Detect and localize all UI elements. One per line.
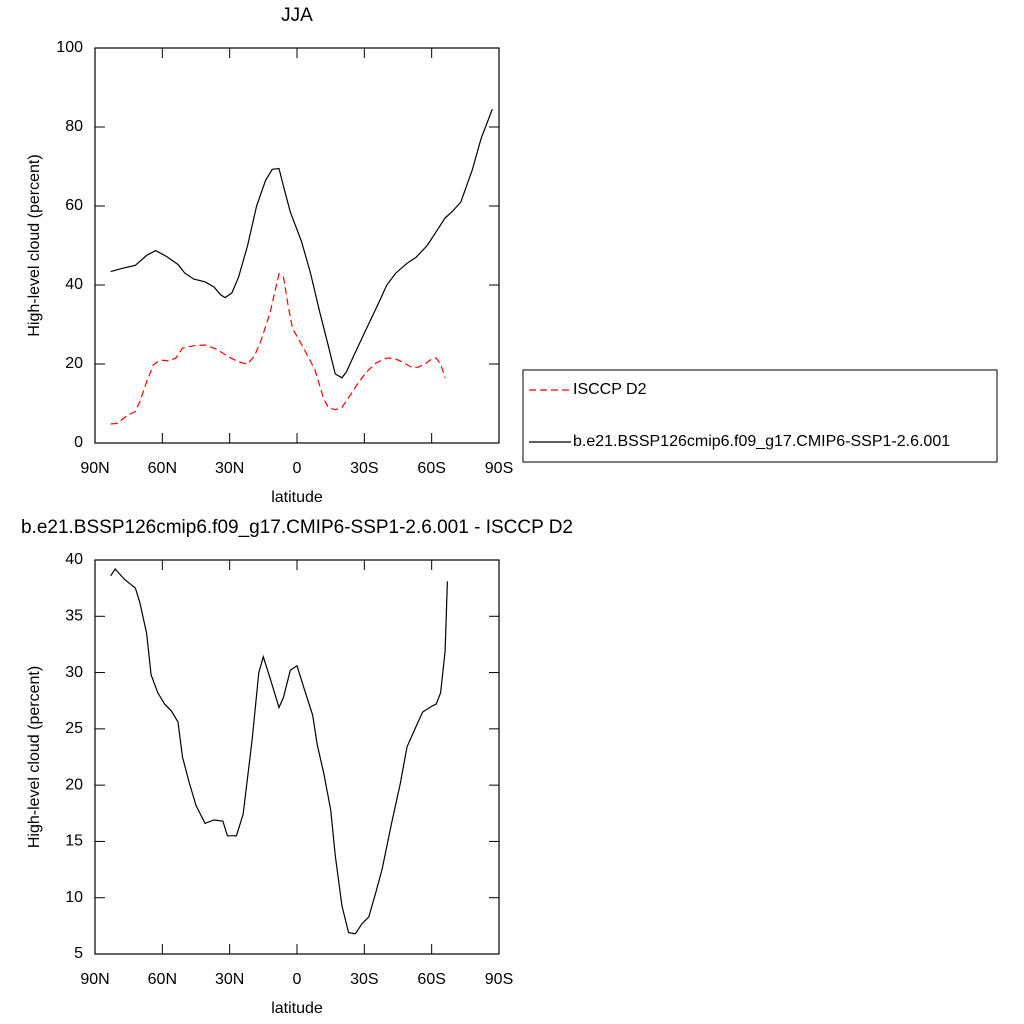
data-line <box>110 272 446 425</box>
y-tick-label: 60 <box>65 197 83 214</box>
x-axis-label: latitude <box>271 1000 323 1017</box>
y-tick-label: 15 <box>65 833 83 850</box>
x-tick-label: 30S <box>350 460 378 477</box>
y-tick-label: 5 <box>74 945 83 962</box>
y-tick-label: 40 <box>65 551 83 568</box>
x-tick-label: 60N <box>148 460 177 477</box>
x-tick-label: 30N <box>215 971 244 988</box>
y-axis-label: High-level cloud (percent) <box>26 666 43 848</box>
x-tick-label: 90N <box>80 971 109 988</box>
x-tick-label: 30S <box>350 971 378 988</box>
y-tick-label: 20 <box>65 776 83 793</box>
legend-label: b.e21.BSSP126cmip6.f09_g17.CMIP6-SSP1-2.… <box>573 433 950 450</box>
chart-title: JJA <box>281 5 313 26</box>
x-tick-label: 60N <box>148 971 177 988</box>
y-tick-label: 30 <box>65 664 83 681</box>
y-tick-label: 0 <box>74 434 83 451</box>
y-axis-label: High-level cloud (percent) <box>26 154 43 336</box>
chart-title: b.e21.BSSP126cmip6.f09_g17.CMIP6-SSP1-2.… <box>21 517 573 538</box>
x-tick-label: 60S <box>417 971 445 988</box>
x-tick-label: 90S <box>485 460 513 477</box>
y-tick-label: 35 <box>65 608 83 625</box>
y-tick-label: 20 <box>65 355 83 372</box>
x-axis-label: latitude <box>271 489 323 506</box>
y-tick-label: 10 <box>65 889 83 906</box>
plot-frame <box>94 559 500 955</box>
x-tick-label: 90N <box>80 460 109 477</box>
y-tick-label: 25 <box>65 720 83 737</box>
y-tick-label: 100 <box>56 39 83 56</box>
plot-frame <box>94 47 500 444</box>
y-tick-label: 40 <box>65 276 83 293</box>
y-tick-label: 80 <box>65 118 83 135</box>
x-tick-label: 0 <box>293 460 302 477</box>
data-line <box>110 108 493 379</box>
legend-label: ISCCP D2 <box>573 381 647 398</box>
x-tick-label: 60S <box>417 460 445 477</box>
x-tick-label: 30N <box>215 460 244 477</box>
x-tick-label: 90S <box>485 971 513 988</box>
data-line <box>110 568 448 935</box>
legend-box <box>522 369 998 463</box>
x-tick-label: 0 <box>293 971 302 988</box>
